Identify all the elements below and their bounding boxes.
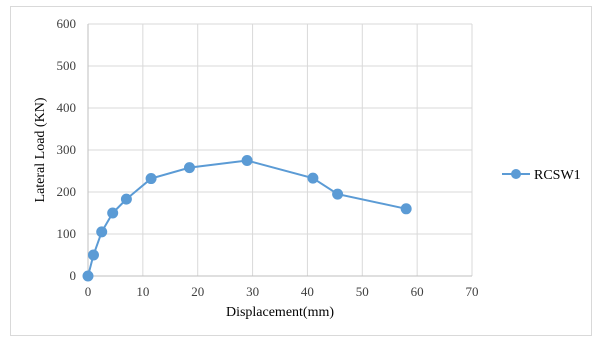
- chart-frame: [10, 6, 592, 336]
- data-point: [96, 226, 108, 238]
- y-tick-label: 600: [57, 16, 77, 31]
- data-point: [400, 203, 412, 215]
- x-tick-label: 30: [246, 284, 259, 299]
- y-tick-label: 100: [57, 226, 77, 241]
- data-point: [145, 173, 157, 185]
- y-tick-label: 0: [70, 268, 77, 283]
- axes: [87, 24, 472, 277]
- x-tick-label: 70: [466, 284, 479, 299]
- y-tick-labels: 0 100 200 300 400 500 600: [57, 16, 77, 283]
- data-point: [82, 270, 94, 282]
- x-tick-label: 10: [136, 284, 149, 299]
- legend-marker: [511, 169, 521, 179]
- x-axis-title: Displacement(mm): [226, 305, 334, 320]
- legend-label: RCSW1: [534, 168, 581, 183]
- x-tick-label: 40: [301, 284, 314, 299]
- y-axis-title: Lateral Load (KN): [33, 97, 48, 202]
- legend: RCSW1: [502, 168, 581, 183]
- grid-lines: [87, 23, 473, 277]
- y-tick-label: 200: [57, 184, 77, 199]
- x-tick-labels: 0 10 20 30 40 50 60 70: [85, 284, 479, 299]
- x-tick-label: 20: [191, 284, 204, 299]
- data-point: [107, 207, 119, 219]
- y-tick-label: 300: [57, 142, 77, 157]
- data-point: [183, 162, 195, 174]
- data-point: [241, 155, 253, 166]
- x-tick-label: 50: [356, 284, 369, 299]
- data-point: [307, 172, 319, 184]
- series-line: [87, 159, 407, 277]
- y-tick-label: 500: [57, 58, 77, 73]
- data-point: [332, 188, 344, 200]
- data-point: [120, 193, 132, 205]
- data-point: [87, 249, 99, 261]
- x-tick-label: 60: [411, 284, 424, 299]
- series-group: [82, 155, 412, 282]
- x-tick-label: 0: [85, 284, 92, 299]
- y-tick-label: 400: [57, 100, 77, 115]
